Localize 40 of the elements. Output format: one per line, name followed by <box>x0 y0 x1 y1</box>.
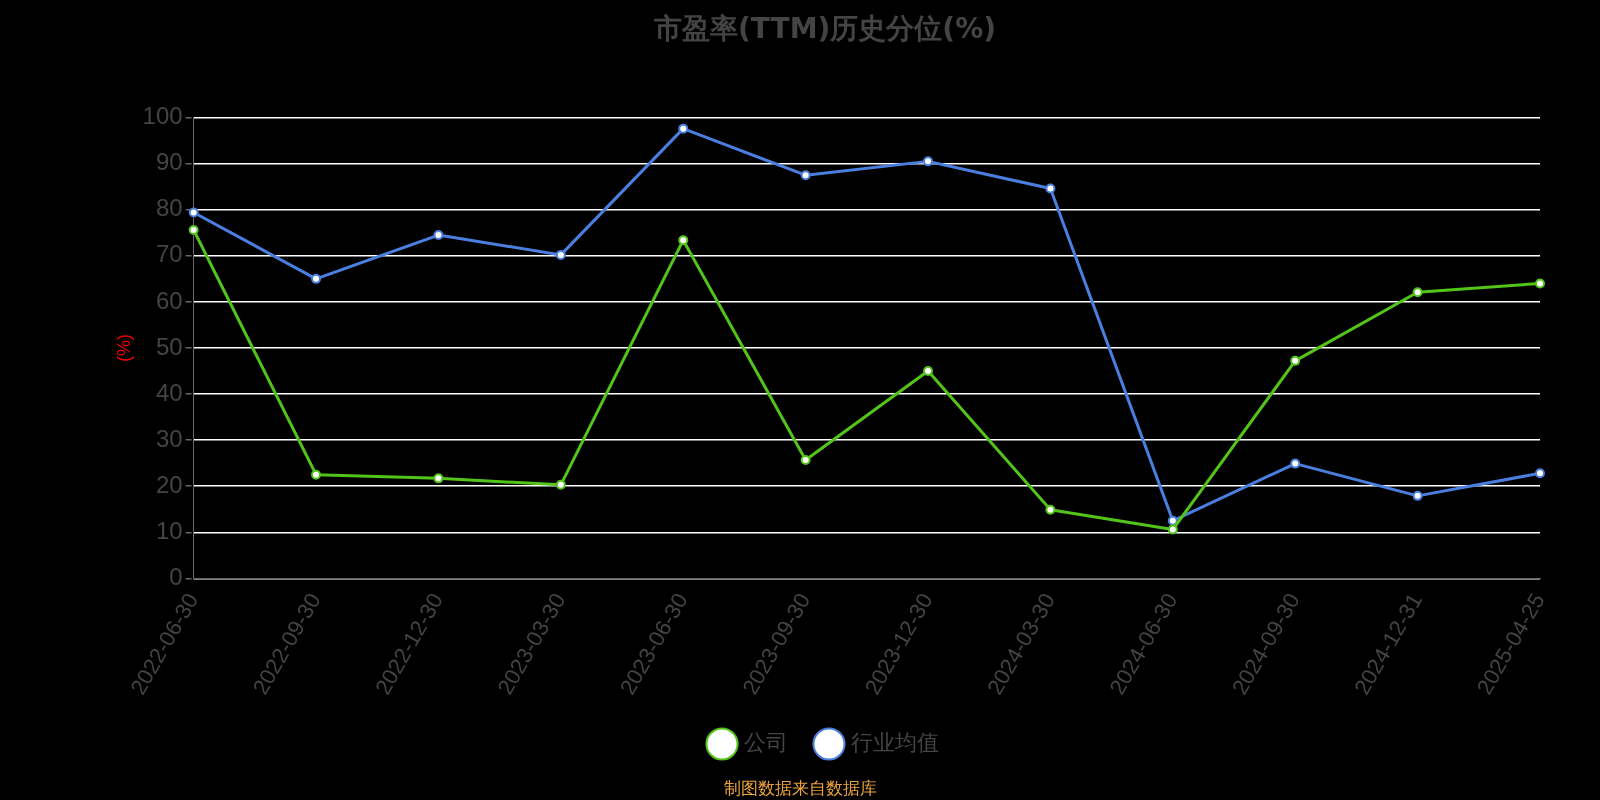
point <box>800 170 811 181</box>
y-tick-label: 40 <box>155 378 183 406</box>
point <box>1412 490 1423 501</box>
y-tick-label: 20 <box>155 470 183 498</box>
point <box>1045 183 1056 194</box>
point <box>1535 278 1545 289</box>
point <box>1290 458 1301 469</box>
point <box>1167 515 1178 526</box>
y-tick-label: 90 <box>155 148 183 176</box>
text: 制图数据来自数据库 <box>722 777 878 800</box>
point <box>1167 524 1178 535</box>
point <box>311 469 322 480</box>
y-tick-label: 60 <box>155 286 183 314</box>
y-tick-label: 80 <box>155 194 183 222</box>
y-tick-label: 50 <box>155 332 183 360</box>
point <box>555 479 566 490</box>
point <box>678 123 689 134</box>
point <box>678 235 689 246</box>
point <box>1045 504 1056 515</box>
point <box>433 473 444 484</box>
point <box>923 366 934 377</box>
point <box>188 225 199 236</box>
point <box>923 156 934 167</box>
legend-label: 公司 <box>744 729 788 755</box>
y-tick-label: 70 <box>155 240 183 268</box>
point <box>311 273 322 284</box>
point <box>555 249 566 260</box>
point <box>188 207 199 218</box>
point <box>1412 287 1423 298</box>
chart-title: 市盈率(TTM)历史分位(%) <box>653 12 996 46</box>
legend-label: 行业均值 <box>851 729 939 755</box>
y-tick-label: 30 <box>155 424 183 452</box>
point <box>800 454 811 465</box>
point <box>1290 355 1301 366</box>
y-tick-label: 10 <box>155 516 183 544</box>
y-tick-label: 0 <box>169 562 183 590</box>
point <box>433 230 444 241</box>
y-tick-label: 100 <box>142 102 183 130</box>
y-axis-title: (%) <box>113 333 134 362</box>
point <box>1535 468 1545 479</box>
